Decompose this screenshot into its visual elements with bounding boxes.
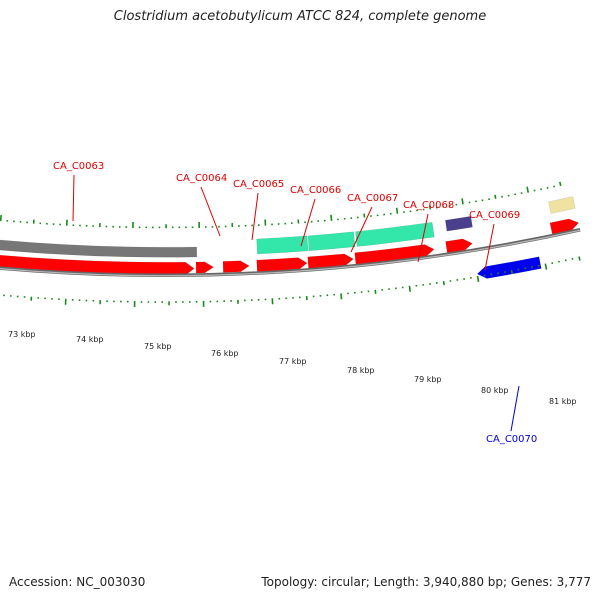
scale-label: 77 kbp	[279, 357, 307, 366]
feature-teal-2	[307, 231, 356, 252]
feature-teal-3	[355, 221, 435, 247]
gene-leader-line	[484, 223, 495, 271]
gene-leader-line	[251, 192, 259, 241]
gene-label: CA_C0067	[347, 193, 398, 204]
backbone-highlight	[0, 229, 581, 277]
outer-tick	[461, 198, 464, 205]
gene-label: CA_C0070	[486, 434, 537, 445]
gene-leader-line	[200, 186, 221, 237]
genome-summary-text: Topology: circular; Length: 3,940,880 bp…	[261, 575, 591, 589]
gene-leader-line	[417, 213, 429, 263]
cds-ca-c0065	[222, 260, 250, 273]
inner-tick-track	[3, 256, 581, 308]
scale-label: 81 kbp	[549, 397, 577, 406]
inner-tick	[578, 256, 581, 261]
outer-tick	[526, 186, 530, 193]
scale-label: 78 kbp	[347, 366, 375, 375]
outer-tick-track	[0, 181, 562, 229]
inner-tick	[408, 285, 411, 292]
gene-label: CA_C0064	[176, 173, 227, 184]
inner-tick	[442, 281, 445, 286]
outer-tick	[494, 194, 497, 199]
feature-track	[0, 196, 580, 279]
scale-label: 76 kbp	[211, 349, 239, 358]
gene-label: CA_C0068	[403, 200, 454, 211]
outer-tick	[330, 214, 333, 221]
feature-gray-block	[0, 239, 198, 258]
cds-ca-c0064	[195, 261, 214, 274]
outer-tick	[559, 181, 562, 187]
gene-label: CA_C0063	[53, 161, 104, 172]
accession-text: Accession: NC_003030	[9, 575, 146, 589]
scale-label: 73 kbp	[8, 330, 36, 339]
outer-tick	[428, 205, 432, 210]
gene-leader-line	[300, 198, 316, 247]
scale-label: 80 kbp	[481, 386, 509, 395]
gene-label: CA_C0069	[469, 210, 520, 221]
cds-ca-c0070	[476, 256, 542, 279]
gene-leader-line	[510, 385, 520, 432]
scale-label: 75 kbp	[144, 342, 172, 351]
gene-leader-line	[72, 174, 75, 222]
gene-label: CA_C0065	[233, 179, 284, 190]
inner-tick	[544, 263, 548, 270]
scale-labels: 73 kbp 74 kbp 75 kbp 76 kbp 77 kbp 78 kbp 79 k…	[8, 330, 577, 406]
map-title: Clostridium acetobutylicum ATCC 824, com…	[113, 9, 487, 24]
feature-purple-block	[445, 215, 473, 232]
scale-label: 74 kbp	[76, 335, 104, 344]
feature-khaki-block	[548, 196, 576, 214]
feature-teal-1	[256, 235, 309, 255]
inner-tick	[476, 275, 480, 282]
gene-label: CA_C0066	[290, 185, 341, 196]
outer-tick	[395, 207, 399, 214]
inner-tick	[340, 293, 343, 300]
scale-label: 79 kbp	[414, 375, 442, 384]
gene-labels: CA_C0063 CA_C0064 CA_C0065 CA_C0066 CA_C0067…	[53, 161, 537, 445]
inner-tick	[510, 269, 514, 275]
outer-tick	[0, 214, 2, 222]
gene-leader-line	[350, 206, 373, 253]
backbone-track	[0, 228, 581, 278]
